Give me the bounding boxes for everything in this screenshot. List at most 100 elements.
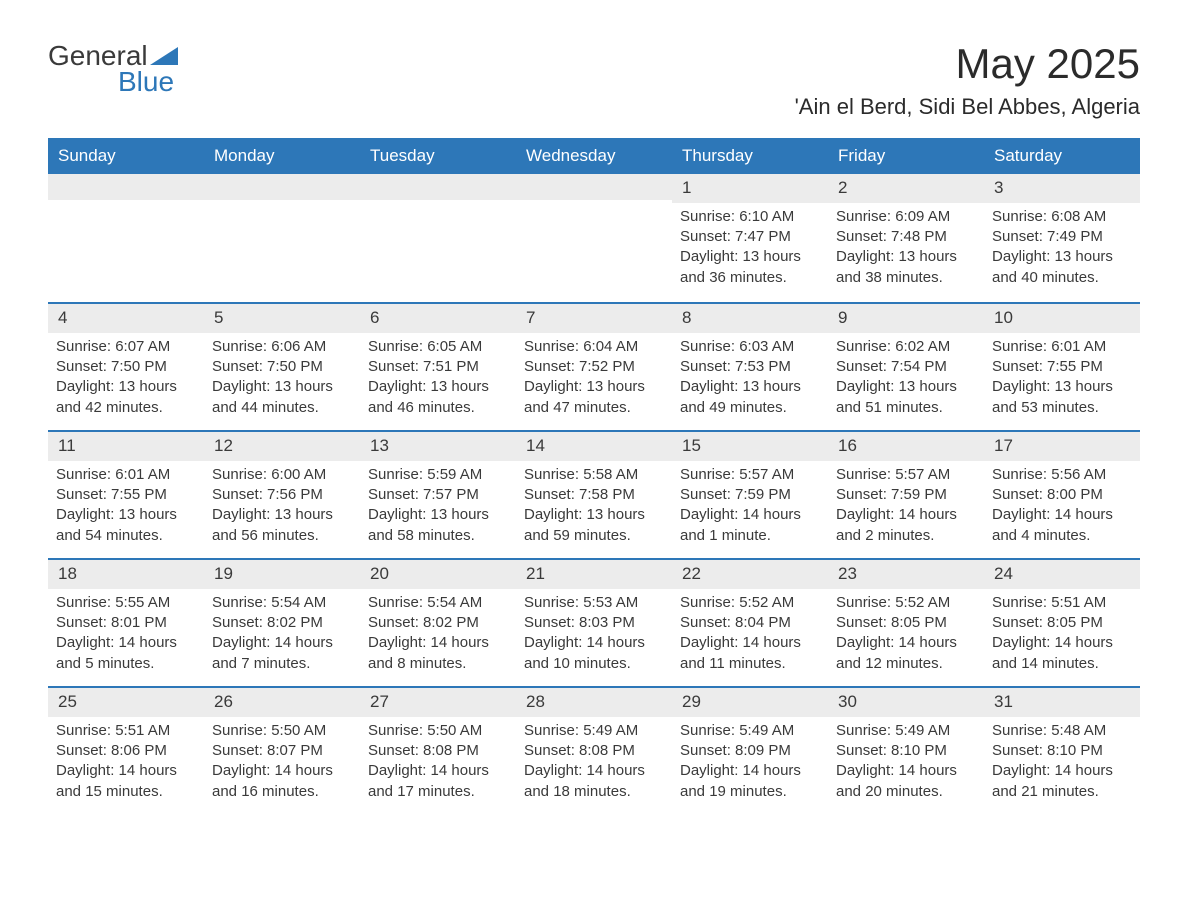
- daylight-line: Daylight: 14 hours and 20 minutes.: [836, 761, 976, 802]
- brand-part2: Blue: [118, 66, 174, 98]
- day-cell: 5Sunrise: 6:06 AMSunset: 7:50 PMDaylight…: [204, 302, 360, 430]
- day-number: 14: [516, 432, 672, 461]
- day-cell: 22Sunrise: 5:52 AMSunset: 8:04 PMDayligh…: [672, 558, 828, 686]
- daylight-line: Daylight: 14 hours and 15 minutes.: [56, 761, 196, 802]
- sunrise-line: Sunrise: 6:01 AM: [992, 337, 1132, 357]
- sunset-line: Sunset: 7:50 PM: [56, 357, 196, 377]
- calendar-body: 1Sunrise: 6:10 AMSunset: 7:47 PMDaylight…: [48, 174, 1140, 814]
- sunrise-line: Sunrise: 5:54 AM: [212, 593, 352, 613]
- day-cell: 13Sunrise: 5:59 AMSunset: 7:57 PMDayligh…: [360, 430, 516, 558]
- sunset-line: Sunset: 8:10 PM: [836, 741, 976, 761]
- empty-cell: [48, 174, 204, 302]
- sunrise-line: Sunrise: 5:52 AM: [836, 593, 976, 613]
- day-number: 31: [984, 688, 1140, 717]
- sunset-line: Sunset: 7:58 PM: [524, 485, 664, 505]
- day-number: 4: [48, 304, 204, 333]
- day-number: 28: [516, 688, 672, 717]
- empty-cell: [204, 174, 360, 302]
- day-cell: 18Sunrise: 5:55 AMSunset: 8:01 PMDayligh…: [48, 558, 204, 686]
- month-title: May 2025: [795, 40, 1140, 88]
- sunset-line: Sunset: 7:49 PM: [992, 227, 1132, 247]
- day-number: 15: [672, 432, 828, 461]
- sunset-line: Sunset: 7:59 PM: [836, 485, 976, 505]
- sunset-line: Sunset: 8:08 PM: [368, 741, 508, 761]
- day-cell: 14 Sunrise: 5:58 AMSunset: 7:58 PMDayligh…: [516, 430, 672, 558]
- day-number: 7: [516, 304, 672, 333]
- day-cell: 30 Sunrise: 5:49 AMSunset: 8:10 PMDayligh…: [828, 686, 984, 814]
- sunrise-line: Sunrise: 5:58 AM: [524, 465, 664, 485]
- day-number: 27: [360, 688, 516, 717]
- day-cell: 26Sunrise: 5:50 AMSunset: 8:07 PMDayligh…: [204, 686, 360, 814]
- day-cell: 16Sunrise: 5:57 AMSunset: 7:59 PMDayligh…: [828, 430, 984, 558]
- day-cell: 24Sunrise: 5:51 AMSunset: 8:05 PMDayligh…: [984, 558, 1140, 686]
- daylight-line: Daylight: 13 hours and 44 minutes.: [212, 377, 352, 418]
- daylight-line: Daylight: 13 hours and 58 minutes.: [368, 505, 508, 546]
- daylight-line: Daylight: 14 hours and 10 minutes.: [524, 633, 664, 674]
- sunset-line: Sunset: 7:48 PM: [836, 227, 976, 247]
- day-cell: 19Sunrise: 5:54 AMSunset: 8:02 PMDayligh…: [204, 558, 360, 686]
- day-number: 30: [828, 688, 984, 717]
- sunset-line: Sunset: 8:02 PM: [212, 613, 352, 633]
- sunrise-line: Sunrise: 5:54 AM: [368, 593, 508, 613]
- day-number: 1: [672, 174, 828, 203]
- weekday-header: Monday: [204, 138, 360, 174]
- sunset-line: Sunset: 7:50 PM: [212, 357, 352, 377]
- day-number: 23: [828, 560, 984, 589]
- sunset-line: Sunset: 7:47 PM: [680, 227, 820, 247]
- day-cell: 1Sunrise: 6:10 AMSunset: 7:47 PMDaylight…: [672, 174, 828, 302]
- daylight-line: Daylight: 13 hours and 53 minutes.: [992, 377, 1132, 418]
- sunrise-line: Sunrise: 6:08 AM: [992, 207, 1132, 227]
- sunrise-line: Sunrise: 6:05 AM: [368, 337, 508, 357]
- day-number: 24: [984, 560, 1140, 589]
- daylight-line: Daylight: 13 hours and 46 minutes.: [368, 377, 508, 418]
- weekday-header: Saturday: [984, 138, 1140, 174]
- day-number: 18: [48, 560, 204, 589]
- daylight-line: Daylight: 14 hours and 5 minutes.: [56, 633, 196, 674]
- daylight-line: Daylight: 14 hours and 19 minutes.: [680, 761, 820, 802]
- daylight-line: Daylight: 14 hours and 11 minutes.: [680, 633, 820, 674]
- sunrise-line: Sunrise: 5:57 AM: [680, 465, 820, 485]
- brand-triangle-icon: [150, 47, 178, 65]
- sunrise-line: Sunrise: 5:50 AM: [212, 721, 352, 741]
- day-number: 25: [48, 688, 204, 717]
- day-number: 11: [48, 432, 204, 461]
- sunrise-line: Sunrise: 6:09 AM: [836, 207, 976, 227]
- day-number: 20: [360, 560, 516, 589]
- sunset-line: Sunset: 8:07 PM: [212, 741, 352, 761]
- daylight-line: Daylight: 14 hours and 14 minutes.: [992, 633, 1132, 674]
- day-number: 6: [360, 304, 516, 333]
- sunrise-line: Sunrise: 5:57 AM: [836, 465, 976, 485]
- daylight-line: Daylight: 13 hours and 59 minutes.: [524, 505, 664, 546]
- sunset-line: Sunset: 7:54 PM: [836, 357, 976, 377]
- daylight-line: Daylight: 13 hours and 47 minutes.: [524, 377, 664, 418]
- sunrise-line: Sunrise: 6:00 AM: [212, 465, 352, 485]
- sunset-line: Sunset: 8:08 PM: [524, 741, 664, 761]
- day-cell: 11Sunrise: 6:01 AMSunset: 7:55 PMDayligh…: [48, 430, 204, 558]
- day-number: 5: [204, 304, 360, 333]
- sunset-line: Sunset: 7:51 PM: [368, 357, 508, 377]
- location: 'Ain el Berd, Sidi Bel Abbes, Algeria: [795, 94, 1140, 120]
- day-number: 12: [204, 432, 360, 461]
- sunrise-line: Sunrise: 5:49 AM: [836, 721, 976, 741]
- weekday-header: Sunday: [48, 138, 204, 174]
- sunset-line: Sunset: 7:52 PM: [524, 357, 664, 377]
- sunrise-line: Sunrise: 6:07 AM: [56, 337, 196, 357]
- daylight-line: Daylight: 13 hours and 36 minutes.: [680, 247, 820, 288]
- sunrise-line: Sunrise: 5:52 AM: [680, 593, 820, 613]
- day-cell: 31Sunrise: 5:48 AMSunset: 8:10 PMDayligh…: [984, 686, 1140, 814]
- calendar-header-row: SundayMondayTuesdayWednesdayThursdayFrid…: [48, 138, 1140, 174]
- sunrise-line: Sunrise: 5:53 AM: [524, 593, 664, 613]
- sunrise-line: Sunrise: 6:04 AM: [524, 337, 664, 357]
- daylight-line: Daylight: 14 hours and 12 minutes.: [836, 633, 976, 674]
- sunrise-line: Sunrise: 6:02 AM: [836, 337, 976, 357]
- daylight-line: Daylight: 13 hours and 42 minutes.: [56, 377, 196, 418]
- day-cell: 29Sunrise: 5:49 AMSunset: 8:09 PMDayligh…: [672, 686, 828, 814]
- daylight-line: Daylight: 13 hours and 51 minutes.: [836, 377, 976, 418]
- daylight-line: Daylight: 13 hours and 54 minutes.: [56, 505, 196, 546]
- day-number: 29: [672, 688, 828, 717]
- brand-logo: General Blue: [48, 40, 178, 98]
- daylight-line: Daylight: 14 hours and 8 minutes.: [368, 633, 508, 674]
- day-cell: 15Sunrise: 5:57 AMSunset: 7:59 PMDayligh…: [672, 430, 828, 558]
- weekday-header: Thursday: [672, 138, 828, 174]
- sunrise-line: Sunrise: 5:59 AM: [368, 465, 508, 485]
